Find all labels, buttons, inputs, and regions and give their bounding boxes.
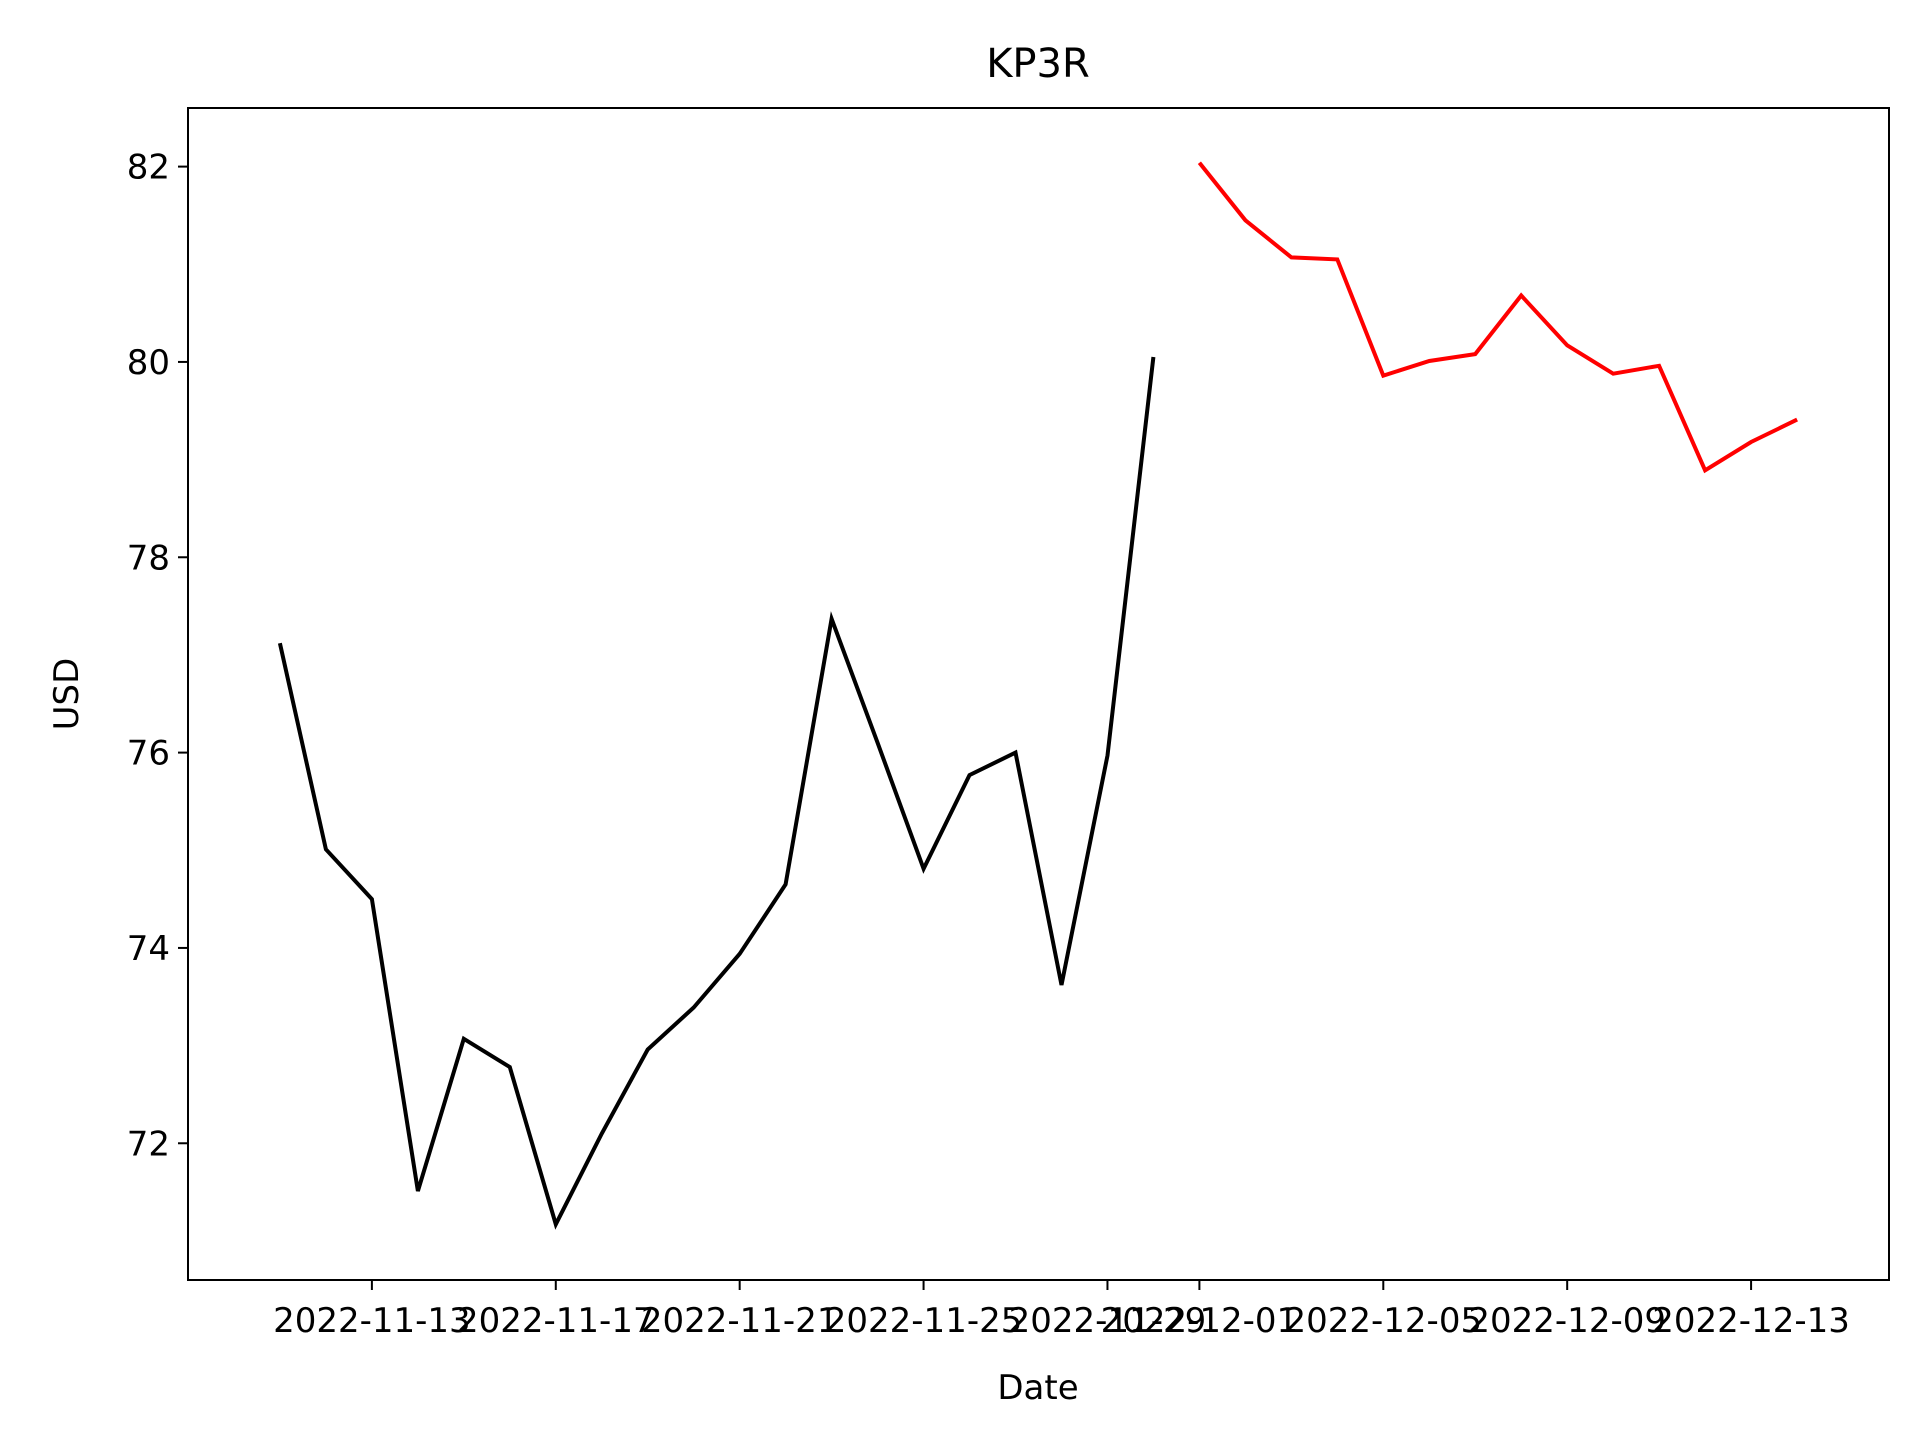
y-tick-label: 74 — [127, 929, 170, 969]
y-axis-ticks: 72 74 76 78 80 82 — [127, 148, 188, 1164]
x-tick-label: 2022-12-05 — [1285, 1301, 1483, 1341]
x-tick-label: 2022-12-01 — [1101, 1301, 1299, 1341]
x-axis-label: Date — [997, 1368, 1078, 1408]
x-axis-ticks: 2022-11-132022-11-172022-11-212022-11-25… — [273, 1280, 1850, 1341]
y-tick-label: 76 — [127, 734, 170, 774]
series-layer — [277, 161, 1798, 1230]
y-tick-label: 80 — [127, 343, 170, 383]
plot-area — [187, 107, 1890, 1281]
x-tick-label: 2022-11-13 — [273, 1301, 471, 1341]
y-axis-label: USD — [47, 658, 87, 731]
x-tick-label: 2022-12-13 — [1652, 1301, 1850, 1341]
series-line-2 — [1197, 161, 1798, 474]
y-tick-label: 82 — [127, 148, 170, 188]
series-line-1 — [277, 356, 1156, 1230]
y-tick-label: 72 — [127, 1124, 170, 1164]
y-tick-label: 78 — [127, 538, 170, 578]
x-tick-label: 2022-11-21 — [641, 1301, 839, 1341]
x-tick-label: 2022-12-09 — [1468, 1301, 1666, 1341]
x-tick-label: 2022-11-17 — [457, 1301, 655, 1341]
axes-frame — [187, 107, 1890, 1281]
x-tick-label: 2022-11-25 — [825, 1301, 1023, 1341]
chart-title: KP3R — [986, 41, 1090, 87]
x-tick-label: 2022-11-29 — [1009, 1301, 1207, 1341]
